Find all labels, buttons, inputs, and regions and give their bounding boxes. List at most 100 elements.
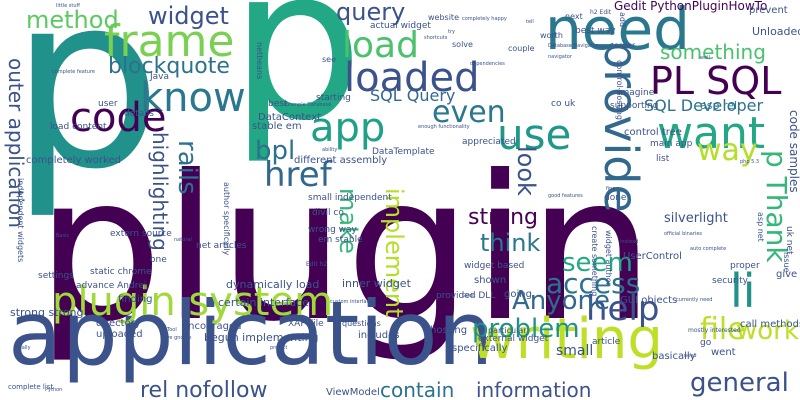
cloud-word: issue <box>782 252 791 273</box>
cloud-word: custom interface <box>330 299 373 305</box>
cloud-word: prevent <box>749 5 788 16</box>
cloud-word: code <box>70 95 167 141</box>
cloud-word: small <box>556 343 594 359</box>
cloud-word: information <box>476 378 592 400</box>
cloud-word: want <box>657 108 766 159</box>
cloud-word: basically <box>652 351 696 362</box>
cloud-word: em stable <box>318 235 363 245</box>
cloud-word: shortcuts <box>424 35 448 41</box>
cloud-word: Ideally <box>14 345 31 351</box>
cloud-word: href <box>264 155 332 195</box>
cloud-word: blockquote <box>108 54 230 79</box>
cloud-word: settings <box>38 271 74 281</box>
cloud-word: hosting <box>430 325 468 336</box>
cloud-word: loaded <box>344 55 480 101</box>
cloud-word: p <box>10 0 163 222</box>
cloud-word: control tree <box>624 127 682 138</box>
cloud-word: problem <box>472 314 580 344</box>
cloud-word: dependencies <box>470 61 505 67</box>
cloud-word: strong <box>468 205 539 230</box>
cloud-word: p <box>230 0 364 167</box>
cloud-word: control hosting <box>615 60 624 120</box>
cloud-word: SQL Query <box>370 86 456 105</box>
cloud-word: try <box>448 29 455 35</box>
cloud-word: article <box>592 337 621 347</box>
cloud-word: actual widget <box>370 21 431 31</box>
cloud-word: love gnome <box>162 335 192 341</box>
cloud-word: php 5.3 <box>740 159 760 165</box>
cloud-word: go <box>700 338 712 348</box>
cloud-word: li <box>730 264 756 318</box>
cloud-word: implement <box>380 188 408 318</box>
cloud-word: completely worked <box>26 155 121 166</box>
cloud-word: need <box>684 353 697 359</box>
cloud-word: need <box>545 0 690 63</box>
cloud-word: help <box>586 289 660 329</box>
cloud-word: solve <box>452 40 473 49</box>
cloud-word: directory <box>96 318 141 329</box>
cloud-word: GUI objects <box>620 295 678 306</box>
cloud-word: stable em <box>252 121 302 132</box>
cloud-word: think <box>480 229 541 257</box>
cloud-word: netbeans <box>255 42 264 80</box>
cloud-word: Unloaded <box>752 25 800 38</box>
cloud-word: Edit h2 <box>306 261 328 268</box>
cloud-word: something <box>660 40 766 64</box>
cloud-word: bpl <box>255 136 296 166</box>
cloud-word: specifically <box>452 343 508 354</box>
cloud-word: best <box>268 99 288 109</box>
cloud-word: even <box>432 95 506 130</box>
cloud-word: way <box>697 133 758 168</box>
cloud-word: shown <box>474 275 507 286</box>
cloud-word: starting <box>316 93 351 103</box>
cloud-word: completely happy <box>462 16 507 22</box>
cloud-word: security <box>712 276 748 286</box>
cloud-word: strong strong <box>10 306 84 319</box>
cloud-word: Example Database <box>284 102 332 108</box>
cloud-word: p Thank <box>760 150 793 263</box>
cloud-word: call methods <box>740 319 800 330</box>
cloud-word: know <box>140 75 246 121</box>
cloud-word: external widget <box>478 334 549 344</box>
cloud-word: provide <box>594 40 648 213</box>
cloud-word: appreciated <box>462 137 516 147</box>
cloud-word: Anyone <box>512 286 611 316</box>
cloud-word: rails <box>172 140 202 195</box>
cloud-word: use <box>497 110 572 159</box>
cloud-word: plugin system <box>52 279 334 325</box>
cloud-word: list <box>656 154 670 164</box>
cloud-word: general <box>690 368 789 398</box>
cloud-word: silverlight <box>664 211 728 226</box>
cloud-word: writing <box>470 307 663 372</box>
cloud-word: author specifically <box>222 182 231 256</box>
cloud-word: encouraged <box>182 321 242 332</box>
cloud-word: complete feature <box>52 69 95 75</box>
cloud-word: imagine <box>618 88 655 98</box>
cloud-word: add <box>618 12 627 28</box>
cloud-word: make <box>334 188 362 254</box>
cloud-word: complete list <box>8 383 54 391</box>
cloud-word: includes <box>358 330 400 341</box>
cloud-word: good features <box>548 193 583 199</box>
cloud-word: Database Navigator <box>548 43 598 49</box>
cloud-word: highlighting <box>148 132 172 251</box>
cloud-word: Java <box>150 72 170 82</box>
cloud-word: inner widget <box>342 277 411 290</box>
cloud-word: questions <box>342 319 381 328</box>
cloud-word: co uk <box>551 99 576 109</box>
cloud-word: main app <box>650 139 693 149</box>
cloud-word: begun implementing <box>204 331 319 344</box>
cloud-word: access <box>546 267 641 300</box>
cloud-word: query <box>336 0 406 26</box>
cloud-word: give <box>776 269 798 280</box>
cloud-word: worth <box>540 31 563 40</box>
cloud-word: Python <box>45 387 63 393</box>
cloud-word: rel nofollow <box>140 378 268 400</box>
cloud-word: different assembly <box>294 155 388 166</box>
cloud-word: seem <box>562 248 633 278</box>
cloud-word: SQL Developer <box>644 96 764 115</box>
cloud-word: supporting <box>610 101 659 111</box>
cloud-word: net articles <box>196 241 247 251</box>
cloud-word: application <box>8 282 494 385</box>
